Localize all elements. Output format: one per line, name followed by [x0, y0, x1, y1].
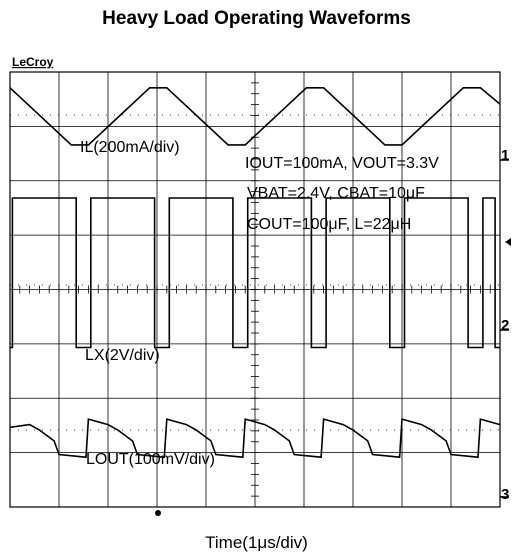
channel-marker-1: 1 [501, 147, 509, 164]
trace-il [9, 87, 501, 146]
condition-line-1: IOUT=100mA, VOUT=3.3V [245, 155, 439, 172]
brand-logo: LeCroy [12, 55, 54, 69]
series-label-lout: LOUT(100mV/div) [86, 451, 215, 468]
trigger-level-marker [505, 238, 511, 246]
series-label-il: IL(200mA/div) [80, 139, 180, 156]
trace-lx [10, 197, 500, 349]
series-label-lx: LX(2V/div) [85, 347, 160, 364]
chart-title: Heavy Load Operating Waveforms [102, 8, 411, 29]
trigger-position-marker [155, 510, 161, 516]
condition-line-3: COUT=100μF, L=22μH [247, 216, 411, 233]
x-axis-label: Time(1μs/div) [205, 533, 308, 552]
trace-lout [9, 418, 501, 459]
oscilloscope-display: LeCroy IL(200mA/div) LX(2V/div) LOUT(100… [9, 55, 511, 516]
channel-marker-3: 3 [501, 486, 509, 503]
condition-line-2: VBAT=2.4V, CBAT=10μF [247, 185, 425, 202]
channel-marker-2: 2 [501, 317, 509, 334]
traces [9, 87, 501, 459]
